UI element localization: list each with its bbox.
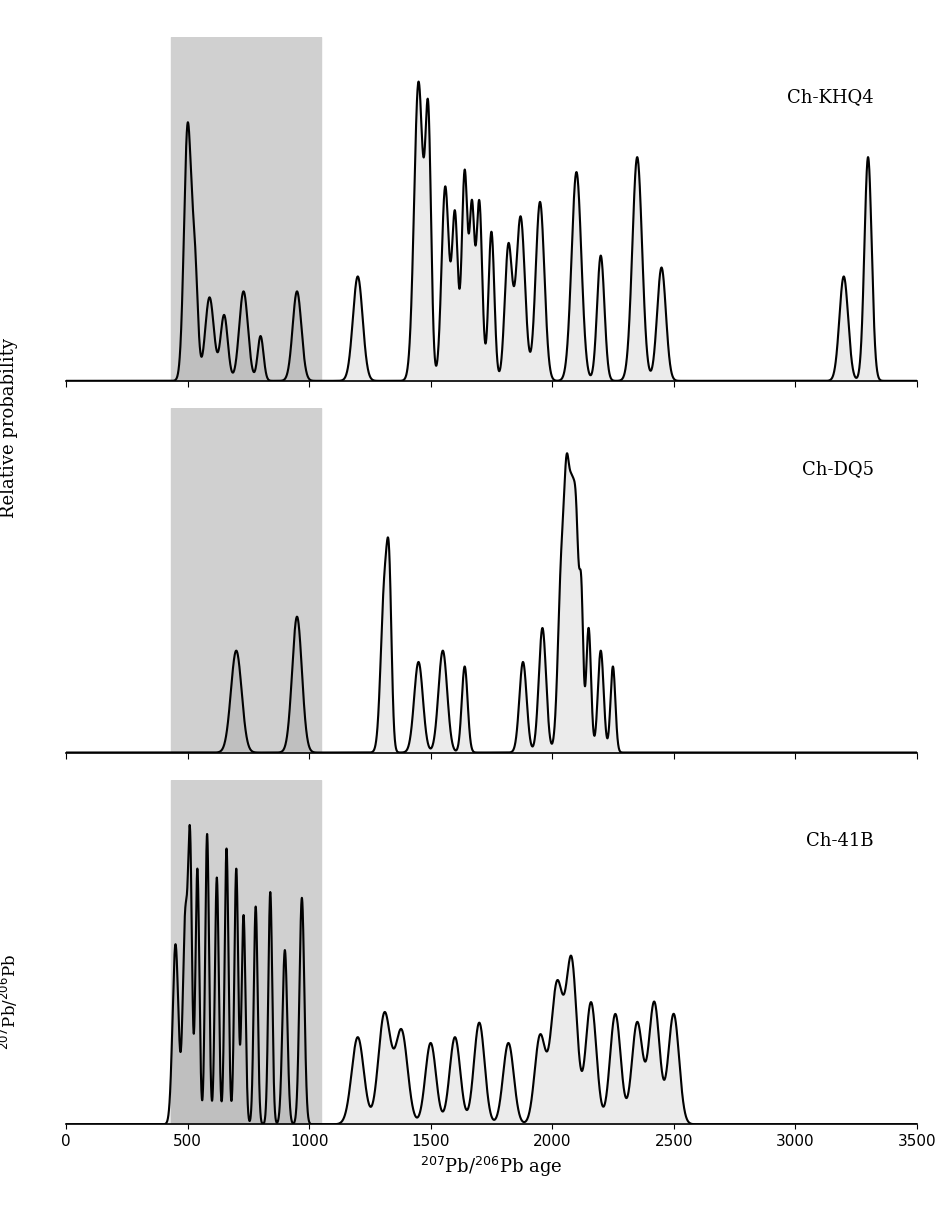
Text: Ch-DQ5: Ch-DQ5	[801, 459, 873, 478]
Text: Relative probability: Relative probability	[0, 337, 19, 518]
Bar	[171, 408, 321, 753]
X-axis label: $^{207}$Pb/$^{206}$Pb age: $^{207}$Pb/$^{206}$Pb age	[420, 1155, 562, 1178]
Bar	[171, 37, 321, 381]
Text: $^{207}$Pb/$^{206}$Pb: $^{207}$Pb/$^{206}$Pb	[0, 954, 21, 1050]
Bar	[171, 780, 321, 1124]
Text: Ch-KHQ4: Ch-KHQ4	[786, 88, 873, 106]
Text: Ch-41B: Ch-41B	[805, 832, 873, 849]
